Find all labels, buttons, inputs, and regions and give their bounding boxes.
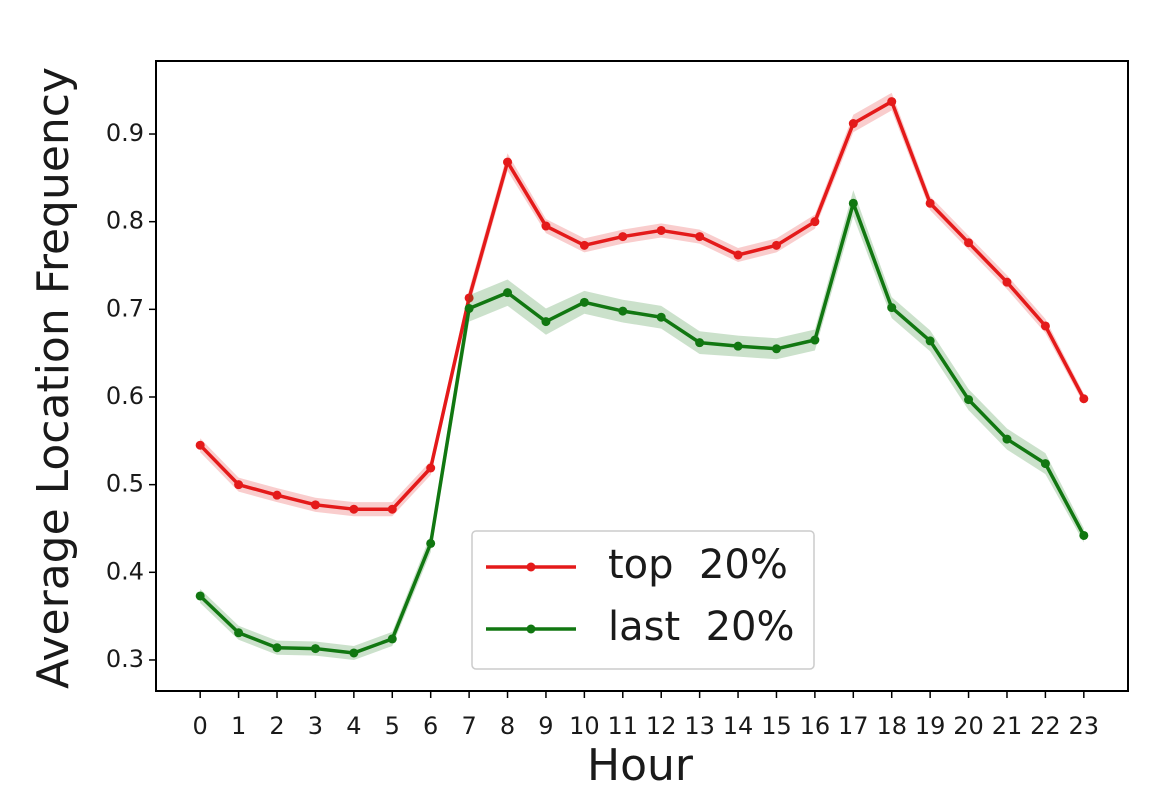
y-tick-label: 0.5 <box>106 470 144 498</box>
y-tick-label: 0.7 <box>106 294 144 322</box>
legend-marker <box>526 562 536 572</box>
point <box>387 504 397 514</box>
point <box>541 317 551 327</box>
point <box>925 336 935 346</box>
point <box>887 97 897 107</box>
point <box>618 306 628 316</box>
point <box>656 312 666 322</box>
y-tick-label: 0.3 <box>106 645 144 673</box>
point <box>656 225 666 235</box>
x-tick-label: 0 <box>193 712 208 740</box>
point <box>925 198 935 208</box>
point <box>1079 530 1089 540</box>
point <box>541 221 551 231</box>
x-tick-label: 23 <box>1069 712 1100 740</box>
x-tick-label: 18 <box>876 712 907 740</box>
x-tick-label: 2 <box>269 712 284 740</box>
series-line <box>198 99 1086 511</box>
x-tick-label: 12 <box>646 712 677 740</box>
x-tick-label: 11 <box>608 712 639 740</box>
point <box>695 232 705 242</box>
point <box>310 500 320 510</box>
point <box>887 303 897 313</box>
point <box>234 480 244 490</box>
point <box>848 119 858 129</box>
point <box>195 591 205 601</box>
point <box>272 490 282 500</box>
point <box>733 250 743 260</box>
point <box>618 232 628 242</box>
point <box>1002 277 1012 287</box>
x-tick-label: 6 <box>423 712 438 740</box>
point <box>310 644 320 654</box>
point <box>579 240 589 250</box>
point <box>234 628 244 638</box>
legend-label: top 20% <box>608 542 788 588</box>
point <box>695 338 705 348</box>
x-axis-label: Hour <box>587 740 694 791</box>
x-tick-label: 21 <box>992 712 1023 740</box>
series-line <box>198 201 1086 655</box>
x-tick-label: 19 <box>915 712 946 740</box>
x-tick-label: 9 <box>538 712 553 740</box>
point <box>349 504 359 514</box>
x-tick-label: 14 <box>723 712 754 740</box>
y-axis-label: Average Location Frequency <box>28 67 79 689</box>
point <box>964 238 974 248</box>
x-tick-label: 15 <box>761 712 792 740</box>
x-tick-label: 13 <box>684 712 715 740</box>
point <box>964 395 974 405</box>
point <box>848 198 858 208</box>
point <box>579 297 589 307</box>
point <box>464 303 474 313</box>
point <box>503 157 513 167</box>
y-tick-label: 0.4 <box>106 557 144 585</box>
point <box>195 440 205 450</box>
point <box>272 643 282 653</box>
x-tick-label: 8 <box>500 712 515 740</box>
plot-frame <box>155 60 1129 692</box>
legend-marker <box>526 624 536 634</box>
point <box>349 648 359 658</box>
x-tick-label: 7 <box>461 712 476 740</box>
point <box>464 293 474 303</box>
y-tick-label: 0.9 <box>106 119 144 147</box>
legend: top 20% last 20% <box>471 530 815 670</box>
x-tick-label: 10 <box>569 712 600 740</box>
point <box>1079 394 1089 404</box>
point <box>810 217 820 227</box>
x-tick-label: 22 <box>1030 712 1061 740</box>
point <box>387 634 397 644</box>
x-tick-label: 1 <box>231 712 246 740</box>
x-tick-label: 17 <box>838 712 869 740</box>
point <box>503 288 513 298</box>
point <box>426 538 436 548</box>
legend-label: last 20% <box>608 604 794 650</box>
point <box>733 341 743 351</box>
y-tick-label: 0.8 <box>106 207 144 235</box>
point <box>771 344 781 354</box>
x-tick-label: 20 <box>953 712 984 740</box>
point <box>1002 434 1012 444</box>
point <box>810 335 820 345</box>
x-tick-label: 16 <box>800 712 831 740</box>
y-tick-label: 0.6 <box>106 382 144 410</box>
point <box>1040 321 1050 331</box>
point <box>1040 459 1050 469</box>
x-tick-label: 3 <box>308 712 323 740</box>
point <box>771 240 781 250</box>
x-tick-label: 5 <box>385 712 400 740</box>
x-tick-label: 4 <box>346 712 361 740</box>
point <box>426 463 436 473</box>
